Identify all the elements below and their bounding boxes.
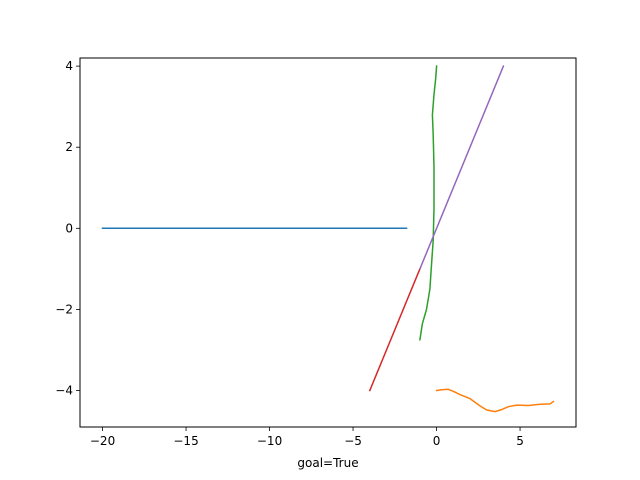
x-tick-label: 5 [516, 434, 524, 448]
series-line-3 [419, 65, 438, 341]
x-tick-label: −5 [344, 434, 362, 448]
y-tick-label: −4 [55, 384, 73, 398]
x-axis-ticks: −20 −15 −10 −5 0 5 [90, 427, 524, 448]
x-tick-label: 0 [433, 434, 441, 448]
series-line-4 [368, 267, 421, 392]
y-tick-label: 2 [65, 140, 73, 154]
y-tick-label: 0 [65, 221, 73, 235]
series-layer [101, 65, 555, 413]
y-axis-ticks: −4 −2 0 2 4 [55, 59, 80, 398]
plot-frame [79, 57, 577, 428]
x-tick-label: −10 [257, 434, 282, 448]
x-tick-label: −15 [173, 434, 198, 448]
series-line-5 [418, 65, 505, 270]
series-line-2 [435, 388, 555, 413]
x-tick-label: −20 [90, 434, 115, 448]
x-axis-label: goal=True [297, 456, 358, 470]
y-tick-label: 4 [65, 59, 73, 73]
y-tick-label: −2 [55, 302, 73, 316]
